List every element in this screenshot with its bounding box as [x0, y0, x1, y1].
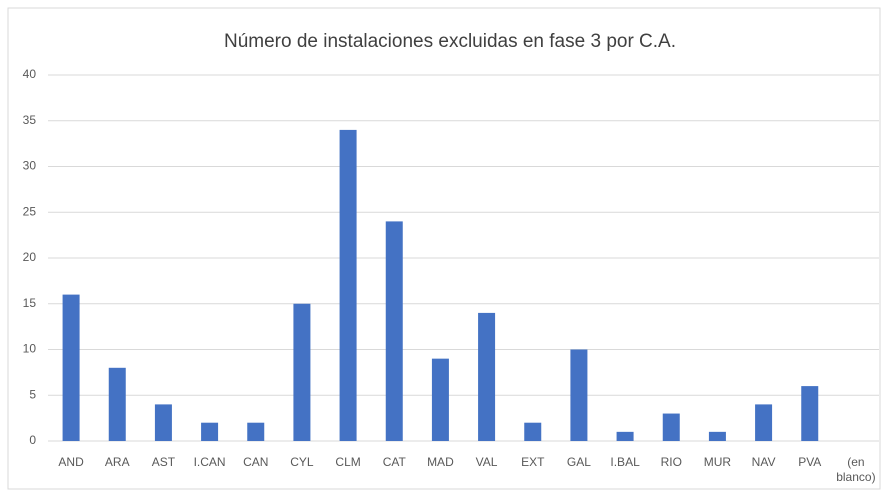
- bar: [431, 358, 449, 441]
- y-tick-label: 20: [23, 250, 37, 264]
- bar: [478, 312, 496, 441]
- x-tick-label: MAD: [427, 455, 454, 469]
- bar: [755, 404, 773, 441]
- y-tick-label: 0: [29, 433, 36, 447]
- x-tick-label: ARA: [104, 455, 130, 469]
- bar: [616, 431, 634, 441]
- x-tick-label: (en blanco): [836, 455, 876, 484]
- y-tick-label: 35: [23, 113, 37, 127]
- y-tick-label: 40: [23, 67, 37, 81]
- y-tick-label: 10: [23, 342, 37, 356]
- bar: [385, 221, 403, 441]
- bar: [570, 349, 588, 441]
- x-tick-label: CAT: [382, 455, 406, 469]
- chart-title: Número de instalaciones excluidas en fas…: [224, 31, 676, 52]
- x-tick-label: MUR: [703, 455, 732, 469]
- bar: [708, 431, 726, 441]
- x-tick-label: EXT: [521, 455, 545, 469]
- x-tick-label: CAN: [243, 455, 269, 469]
- bar: [201, 422, 219, 441]
- bar: [247, 422, 265, 441]
- bar: [339, 129, 357, 441]
- y-tick-label: 25: [23, 204, 37, 218]
- x-tick-label: GAL: [566, 455, 591, 469]
- bar: [108, 367, 126, 441]
- bar: [293, 303, 311, 441]
- bar: [524, 422, 542, 441]
- x-tick-label: CLM: [335, 455, 361, 469]
- x-tick-label: I.BAL: [610, 455, 640, 469]
- y-tick-label: 15: [23, 296, 37, 310]
- bar: [801, 386, 819, 441]
- y-tick-label: 30: [23, 159, 37, 173]
- x-tick-label: AND: [58, 455, 84, 469]
- y-tick-label: 5: [29, 387, 36, 401]
- x-tick-label: CYL: [290, 455, 314, 469]
- bar: [62, 294, 80, 441]
- x-tick-label: PVA: [798, 455, 822, 469]
- x-tick-label: I.CAN: [193, 455, 226, 469]
- x-tick-label: VAL: [475, 455, 498, 469]
- x-tick-label: RIO: [660, 455, 682, 469]
- x-tick-label: NAV: [751, 455, 776, 469]
- bar: [662, 413, 680, 441]
- x-tick-label: AST: [151, 455, 176, 469]
- bar: [154, 404, 172, 441]
